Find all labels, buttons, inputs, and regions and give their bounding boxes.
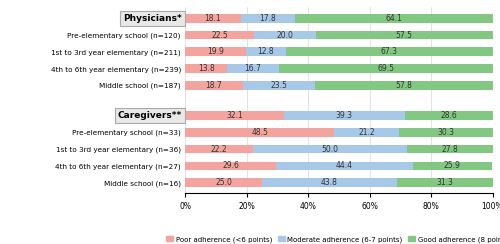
Text: 29.6: 29.6: [222, 162, 239, 170]
Bar: [262, 178, 396, 187]
Text: 69.5: 69.5: [377, 64, 394, 73]
Text: 48.5: 48.5: [251, 128, 268, 137]
Text: 44.4: 44.4: [336, 162, 353, 170]
Text: 27.8: 27.8: [442, 145, 458, 154]
Bar: [286, 47, 492, 56]
Bar: [185, 111, 284, 120]
Text: 39.3: 39.3: [336, 111, 352, 120]
Bar: [185, 162, 276, 170]
Bar: [276, 162, 412, 170]
Text: 32.1: 32.1: [226, 111, 242, 120]
Text: 30.3: 30.3: [438, 128, 454, 137]
Text: 31.3: 31.3: [436, 178, 453, 187]
Bar: [240, 14, 296, 23]
Text: Caregivers**: Caregivers**: [118, 111, 182, 120]
Bar: [185, 47, 246, 56]
Text: 50.0: 50.0: [322, 145, 338, 154]
Bar: [185, 14, 240, 23]
Bar: [334, 128, 400, 137]
Bar: [316, 31, 492, 39]
Bar: [407, 145, 492, 153]
Bar: [412, 162, 492, 170]
Text: 28.6: 28.6: [440, 111, 457, 120]
Text: 19.9: 19.9: [207, 47, 224, 56]
Text: 22.5: 22.5: [211, 30, 228, 40]
Bar: [242, 81, 315, 90]
Text: 17.8: 17.8: [260, 14, 276, 23]
Bar: [185, 81, 242, 90]
Bar: [296, 14, 492, 23]
Text: 18.1: 18.1: [204, 14, 221, 23]
Bar: [396, 178, 493, 187]
Text: 13.8: 13.8: [198, 64, 214, 73]
Bar: [246, 47, 286, 56]
Text: 18.7: 18.7: [206, 81, 222, 90]
Text: 25.0: 25.0: [215, 178, 232, 187]
Text: 25.9: 25.9: [444, 162, 461, 170]
Bar: [185, 178, 262, 187]
Text: Physicians*: Physicians*: [123, 14, 182, 23]
Bar: [254, 145, 407, 153]
Bar: [185, 128, 334, 137]
Bar: [228, 64, 279, 73]
Text: 57.8: 57.8: [395, 81, 412, 90]
Bar: [185, 31, 254, 39]
Text: 16.7: 16.7: [244, 64, 262, 73]
Bar: [279, 64, 492, 73]
Legend: Poor adherence (<6 points), Moderate adherence (6-7 points), Good adherence (8 p: Poor adherence (<6 points), Moderate adh…: [164, 233, 500, 244]
Bar: [315, 81, 492, 90]
Bar: [284, 111, 405, 120]
Text: 23.5: 23.5: [270, 81, 287, 90]
Text: 22.2: 22.2: [211, 145, 228, 154]
Text: 67.3: 67.3: [380, 47, 398, 56]
Bar: [185, 145, 254, 153]
Text: 21.2: 21.2: [358, 128, 375, 137]
Bar: [400, 128, 492, 137]
Bar: [404, 111, 492, 120]
Text: 20.0: 20.0: [276, 30, 293, 40]
Bar: [185, 64, 228, 73]
Bar: [254, 31, 316, 39]
Text: 12.8: 12.8: [258, 47, 274, 56]
Text: 57.5: 57.5: [396, 30, 412, 40]
Text: 64.1: 64.1: [386, 14, 402, 23]
Text: 43.8: 43.8: [321, 178, 338, 187]
